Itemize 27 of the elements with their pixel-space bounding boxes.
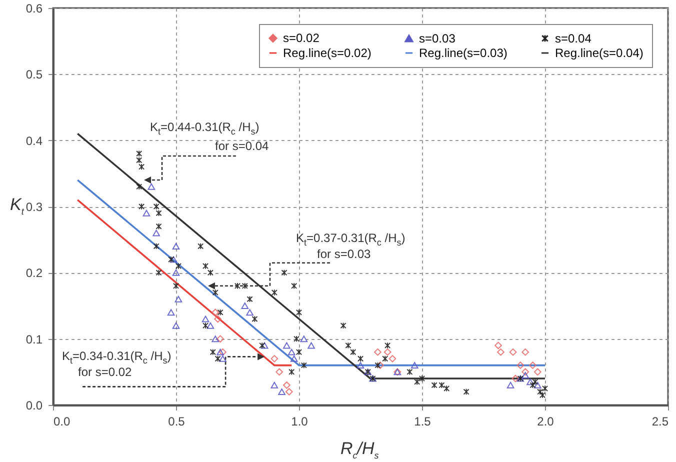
legend-label: Reg.line(s=0.02)	[283, 46, 372, 60]
legend-label: Reg.line(s=0.03)	[419, 46, 508, 60]
y-tick-label: 0.2	[26, 266, 43, 280]
x-tick-label: 0.0	[54, 414, 71, 428]
x-tick-label: 1.5	[414, 414, 432, 428]
annotation: for s=0.03	[317, 247, 371, 261]
x-tick-label: 0.5	[168, 414, 186, 428]
y-tick-label: 0.3	[26, 200, 43, 214]
y-tick-label: 0.0	[26, 398, 43, 412]
y-axis-title: K$_{t}$	[10, 195, 24, 216]
annotation: K$_{t}$=0.37-0.31(R$_{c}$ /H$_{s}$)	[296, 231, 406, 248]
annotation: K$_{t}$=0.44-0.31(R$_{c}$ /H$_{s}$)	[150, 120, 260, 136]
x-tick-label: 2.5	[652, 414, 669, 428]
annotation: for s=0.04	[215, 139, 269, 153]
legend-label: s=0.02	[283, 31, 320, 46]
annotation: K$_{t}$=0.34-0.31(R$_{c}$ /H$_{s}$)	[62, 349, 172, 366]
annotation: for s=0.02	[78, 365, 132, 379]
x-tick-label: 1.0	[291, 414, 308, 428]
y-tick-label: 0.6	[26, 2, 43, 16]
legend-label: Reg.line(s=0.04)	[555, 46, 644, 60]
legend-label: s=0.04	[555, 31, 592, 46]
y-tick-label: 0.1	[26, 332, 43, 346]
y-tick-label: 0.4	[26, 134, 43, 148]
x-tick-label: 2.0	[537, 414, 554, 428]
y-tick-label: 0.5	[26, 68, 43, 82]
x-axis-title: R$_{c}$/H$_{s}$	[340, 439, 379, 460]
legend-label: s=0.03	[419, 31, 456, 46]
